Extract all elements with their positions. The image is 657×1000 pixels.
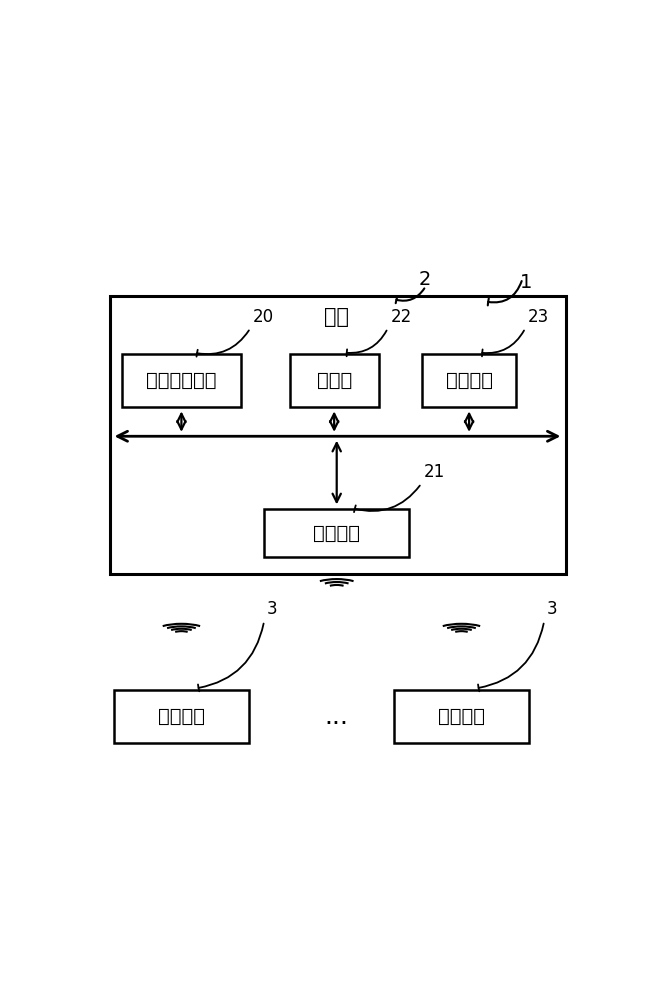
Text: 21: 21: [424, 463, 445, 481]
Bar: [264, 509, 409, 557]
Text: 1: 1: [520, 273, 532, 292]
Text: 23: 23: [528, 308, 549, 326]
Text: 云台控制装置: 云台控制装置: [146, 371, 217, 390]
Bar: [114, 690, 249, 743]
Text: 3: 3: [547, 600, 557, 618]
Bar: [110, 296, 566, 574]
Text: 云台: 云台: [324, 307, 350, 327]
Text: 3: 3: [267, 600, 277, 618]
Text: 22: 22: [390, 308, 412, 326]
Bar: [290, 354, 378, 407]
Bar: [422, 354, 516, 407]
Bar: [122, 354, 241, 407]
Text: 20: 20: [253, 308, 274, 326]
Text: ...: ...: [325, 705, 349, 729]
Text: 2: 2: [419, 270, 430, 289]
Text: 存储设备: 存储设备: [445, 371, 493, 390]
Text: 控制器: 控制器: [317, 371, 351, 390]
Bar: [394, 690, 529, 743]
Text: 遥控设备: 遥控设备: [438, 707, 485, 726]
Text: 通信设备: 通信设备: [313, 524, 360, 543]
Text: 遥控设备: 遥控设备: [158, 707, 205, 726]
